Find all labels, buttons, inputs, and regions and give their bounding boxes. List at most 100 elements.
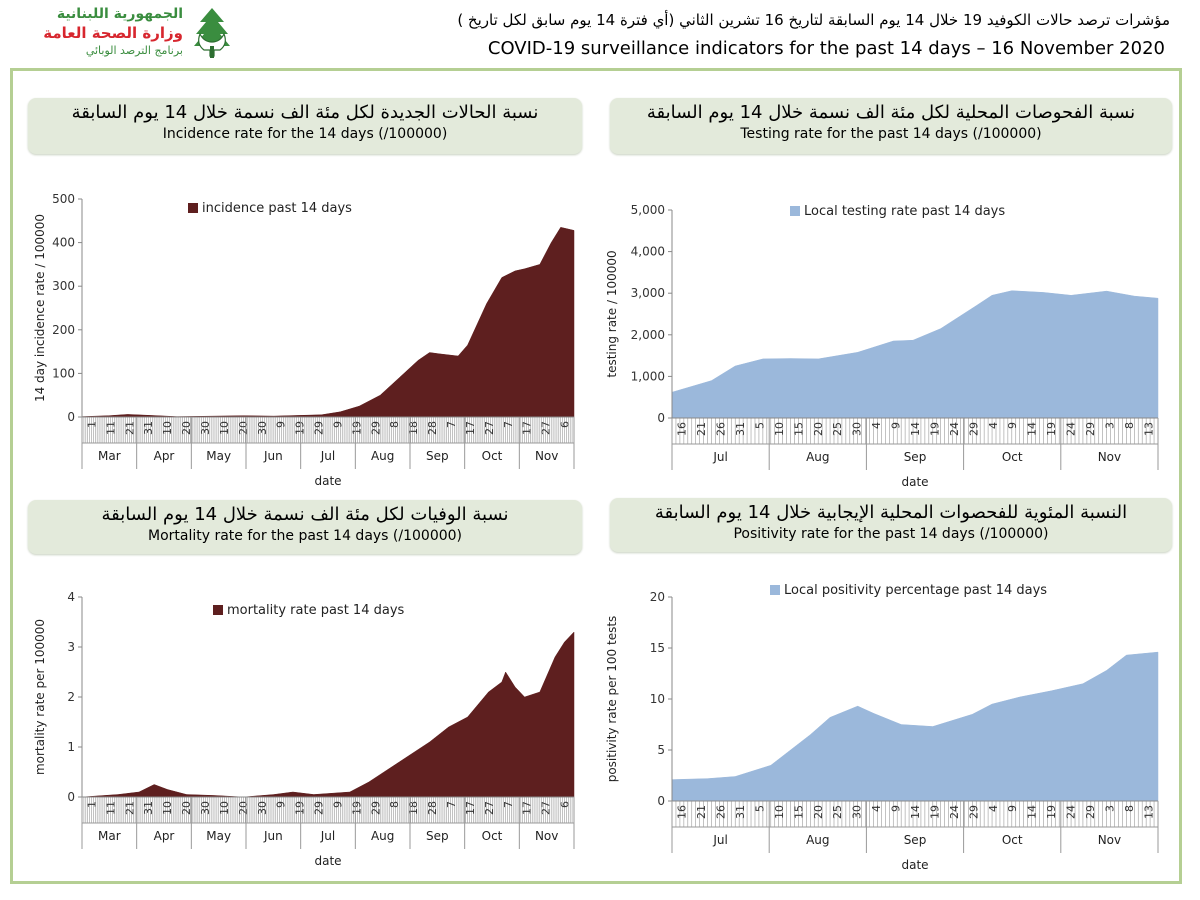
month-label: Jun [263,449,283,463]
x-tick-label: 9 [275,421,288,428]
x-tick-label: 30 [199,421,212,435]
x-tick-label: 26 [715,422,728,436]
x-tick-label: 29 [967,805,980,819]
mortality-title-ar: نسبة الوفيات لكل مئة الف نسمة خلال 14 يو… [101,504,509,525]
month-label: Sep [426,449,449,463]
x-tick-label: 20 [812,422,825,436]
x-tick-label: 14 [909,805,922,819]
month-label: Sep [426,829,449,843]
logo-line-2: وزارة الصحة العامة [43,24,183,42]
legend-swatch [213,605,223,615]
x-tick-label: 31 [142,421,155,435]
y-tick-label: 20 [650,590,665,604]
series-area [671,290,1159,419]
x-tick-label: 3 [1103,805,1116,812]
month-label: Apr [154,449,175,463]
x-tick-label: 18 [407,421,420,435]
x-tick-label: 4 [987,805,1000,812]
legend: mortality rate past 14 days [213,603,405,618]
y-tick-label: 5,000 [631,203,665,217]
tick-stripes [81,417,575,443]
x-tick-label: 14 [1026,422,1039,436]
x-tick-label: 14 [909,422,922,436]
x-tick-label: 1 [85,421,98,428]
y-tick-label: 0 [657,411,665,425]
dashboard-frame [10,68,1182,884]
x-tick-label: 19 [1045,805,1058,819]
positivity-title-box: النسبة المئوية للفحصوات المحلية الإيجابي… [610,498,1172,552]
x-tick-label: 20 [180,421,193,435]
x-tick-label: 28 [426,801,439,815]
month-label: May [206,829,231,843]
series-area [81,631,575,798]
x-tick-label: 26 [715,805,728,819]
x-tick-label: 30 [256,421,269,435]
y-tick-label: 4,000 [631,245,665,259]
x-tick-label: 29 [1084,805,1097,819]
y-tick-label: 500 [52,192,75,206]
x-tick-label: 19 [350,421,363,435]
header-english-title: COVID-19 surveillance indicators for the… [487,38,1165,59]
x-tick-label: 10 [218,421,231,435]
x-tick-label: 1 [85,801,98,808]
mortality-title-box: نسبة الوفيات لكل مئة الف نسمة خلال 14 يو… [28,500,582,554]
month-label: Oct [1002,833,1023,847]
x-tick-label: 31 [734,422,747,436]
x-axis-label: date [901,475,928,489]
positivity-title-ar: النسبة المئوية للفحصوات المحلية الإيجابي… [654,502,1128,523]
month-label: Nov [1098,450,1121,464]
y-axis-label: 14 day incidence rate / 100000 [33,214,47,402]
series-area [81,227,575,418]
x-tick-label: 21 [123,801,136,815]
logo-line-3: برنامج الترصد الوبائي [85,44,183,57]
month-label: Oct [482,449,503,463]
x-tick-label: 5 [753,422,766,429]
x-tick-label: 27 [483,421,496,435]
x-tick-label: 19 [928,805,941,819]
x-tick-label: 21 [695,422,708,436]
month-label: Aug [371,829,394,843]
month-label: Nov [535,829,558,843]
month-label: Nov [1098,833,1121,847]
tick-stripes [671,418,1159,444]
logo-line-1: الجمهورية اللبنانية [56,6,183,22]
x-tick-label: 9 [275,801,288,808]
y-tick-label: 3,000 [631,286,665,300]
x-tick-label: 9 [1006,805,1019,812]
y-tick-label: 200 [52,323,75,337]
x-tick-label: 27 [540,421,553,435]
x-tick-label: 7 [445,801,458,808]
x-tick-label: 29 [369,801,382,815]
x-tick-label: 24 [1065,805,1078,819]
x-tick-label: 30 [851,805,864,819]
x-tick-label: 9 [890,422,903,429]
x-tick-label: 13 [1142,805,1155,819]
x-tick-label: 8 [1123,422,1136,429]
positivity-title-en: Positivity rate for the past 14 days (/1… [733,526,1049,542]
month-label: Oct [482,829,503,843]
x-tick-label: 10 [161,801,174,815]
x-tick-label: 11 [104,421,117,435]
x-tick-label: 31 [734,805,747,819]
x-tick-label: 17 [521,801,534,815]
y-tick-label: 0 [67,790,75,804]
x-tick-label: 17 [521,421,534,435]
legend-label: mortality rate past 14 days [227,603,405,618]
month-label: Jul [320,449,335,463]
x-tick-label: 8 [388,801,401,808]
testing-title-ar: نسبة الفحوصات المحلية لكل مئة الف نسمة خ… [646,102,1136,123]
x-tick-label: 31 [142,801,155,815]
x-tick-label: 7 [445,421,458,428]
legend: incidence past 14 days [188,201,352,216]
mortality-title-en: Mortality rate for the past 14 days (/10… [147,528,463,544]
y-tick-label: 100 [52,366,75,380]
x-tick-label: 15 [792,805,805,819]
x-tick-label: 29 [313,801,326,815]
x-tick-label: 24 [1065,422,1078,436]
month-label: Sep [904,833,927,847]
x-tick-label: 6 [559,421,572,428]
x-tick-label: 8 [388,421,401,428]
x-tick-label: 10 [218,801,231,815]
x-tick-label: 24 [948,422,961,436]
